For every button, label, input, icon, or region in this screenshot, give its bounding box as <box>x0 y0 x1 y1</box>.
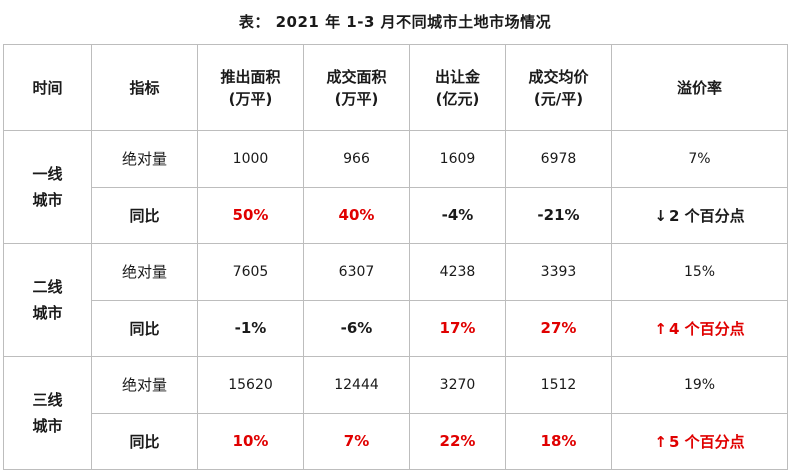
cell-yoy-premium: ↑ 5 个百分点 <box>611 412 788 470</box>
cell-yoy-supply-area: 50% <box>197 186 304 244</box>
region-cell-tier3: 三线 城市 <box>3 356 92 470</box>
header-transfer-fee-unit: (亿元) <box>435 89 480 108</box>
cell-yoy-transfer-fee: 17% <box>409 299 506 357</box>
table-row-tier1-absolute: 一线 城市 绝对量 1000 966 1609 6978 7% <box>3 130 788 244</box>
header-deal-area-unit: (万平) <box>334 89 379 108</box>
metric-label-absolute: 绝对量 <box>91 356 198 414</box>
cell-yoy-deal-area: 7% <box>303 412 410 470</box>
header-supply-area: 推出面积 (万平) <box>197 44 304 131</box>
cell-yoy-premium: ↓ 2 个百分点 <box>611 186 788 244</box>
cell-yoy-deal-area: 40% <box>303 186 410 244</box>
arrow-down-icon: ↓ <box>654 206 667 225</box>
table-title: 表： 2021 年 1-3 月不同城市土地市场情况 <box>238 13 552 31</box>
cell-deal-area: 12444 <box>303 356 410 414</box>
region-cell-tier2: 二线 城市 <box>3 243 92 357</box>
header-deal-area-label: 成交面积 <box>326 67 387 86</box>
cell-transfer-fee: 3270 <box>409 356 506 414</box>
cell-yoy-premium: ↑ 4 个百分点 <box>611 299 788 357</box>
metric-label-yoy: 同比 <box>91 299 198 357</box>
premium-change-text: 4 个百分点 <box>668 319 745 338</box>
region-cell-tier1: 一线 城市 <box>3 130 92 244</box>
table-row-tier2-yoy: 同比 -1% -6% 17% 27% ↑ 4 个百分点 <box>4 299 788 357</box>
header-metric: 指标 <box>91 44 198 131</box>
region-label-line2: 城市 <box>32 417 63 435</box>
cell-yoy-transfer-fee: -4% <box>409 186 506 244</box>
header-transfer-fee-label: 出让金 <box>434 67 480 86</box>
cell-yoy-supply-area: 10% <box>197 412 304 470</box>
region-label-line1: 一线 <box>32 165 63 183</box>
region-label-line1: 三线 <box>32 391 63 409</box>
arrow-up-icon: ↑ <box>654 319 667 338</box>
region-label-line1: 二线 <box>32 278 63 296</box>
land-market-table: 时间 指标 推出面积 (万平) 成交面积 (万平) 出让金 (亿元) 成交均价 … <box>3 44 788 470</box>
cell-transfer-fee: 1609 <box>409 130 506 188</box>
region-label-line2: 城市 <box>32 304 63 322</box>
header-supply-area-label: 推出面积 <box>220 67 281 86</box>
metric-label-absolute: 绝对量 <box>91 243 198 301</box>
premium-change-text: 5 个百分点 <box>668 432 745 451</box>
table-row-tier3-yoy: 同比 10% 7% 22% 18% ↑ 5 个百分点 <box>4 412 788 470</box>
cell-supply-area: 1000 <box>197 130 304 188</box>
header-row: 时间 指标 推出面积 (万平) 成交面积 (万平) 出让金 (亿元) 成交均价 … <box>3 44 788 131</box>
header-avg-price: 成交均价 (元/平) <box>505 44 612 131</box>
cell-deal-area: 6307 <box>303 243 410 301</box>
table-row-tier3-absolute: 三线 城市 绝对量 15620 12444 3270 1512 19% <box>3 356 788 470</box>
header-transfer-fee: 出让金 (亿元) <box>409 44 506 131</box>
header-deal-area: 成交面积 (万平) <box>303 44 410 131</box>
table-row-tier1-yoy: 同比 50% 40% -4% -21% ↓ 2 个百分点 <box>4 186 788 244</box>
header-supply-area-unit: (万平) <box>228 89 273 108</box>
cell-yoy-supply-area: -1% <box>197 299 304 357</box>
arrow-up-icon: ↑ <box>654 432 667 451</box>
metric-label-yoy: 同比 <box>91 412 198 470</box>
cell-supply-area: 7605 <box>197 243 304 301</box>
cell-yoy-avg-price: 27% <box>505 299 612 357</box>
premium-change-text: 2 个百分点 <box>668 206 745 225</box>
metric-label-yoy: 同比 <box>91 186 198 244</box>
cell-yoy-avg-price: 18% <box>505 412 612 470</box>
cell-supply-area: 15620 <box>197 356 304 414</box>
cell-yoy-avg-price: -21% <box>505 186 612 244</box>
header-avg-price-label: 成交均价 <box>528 67 589 86</box>
header-avg-price-unit: (元/平) <box>533 89 584 108</box>
header-premium-rate: 溢价率 <box>611 44 788 131</box>
cell-premium-rate: 15% <box>611 243 788 301</box>
cell-deal-area: 966 <box>303 130 410 188</box>
region-label-line2: 城市 <box>32 191 63 209</box>
header-time: 时间 <box>3 44 92 131</box>
cell-avg-price: 6978 <box>505 130 612 188</box>
cell-avg-price: 3393 <box>505 243 612 301</box>
metric-label-absolute: 绝对量 <box>91 130 198 188</box>
cell-yoy-deal-area: -6% <box>303 299 410 357</box>
cell-premium-rate: 7% <box>611 130 788 188</box>
cell-avg-price: 1512 <box>505 356 612 414</box>
table-row-tier2-absolute: 二线 城市 绝对量 7605 6307 4238 3393 15% <box>3 243 788 357</box>
cell-premium-rate: 19% <box>611 356 788 414</box>
cell-transfer-fee: 4238 <box>409 243 506 301</box>
cell-yoy-transfer-fee: 22% <box>409 412 506 470</box>
